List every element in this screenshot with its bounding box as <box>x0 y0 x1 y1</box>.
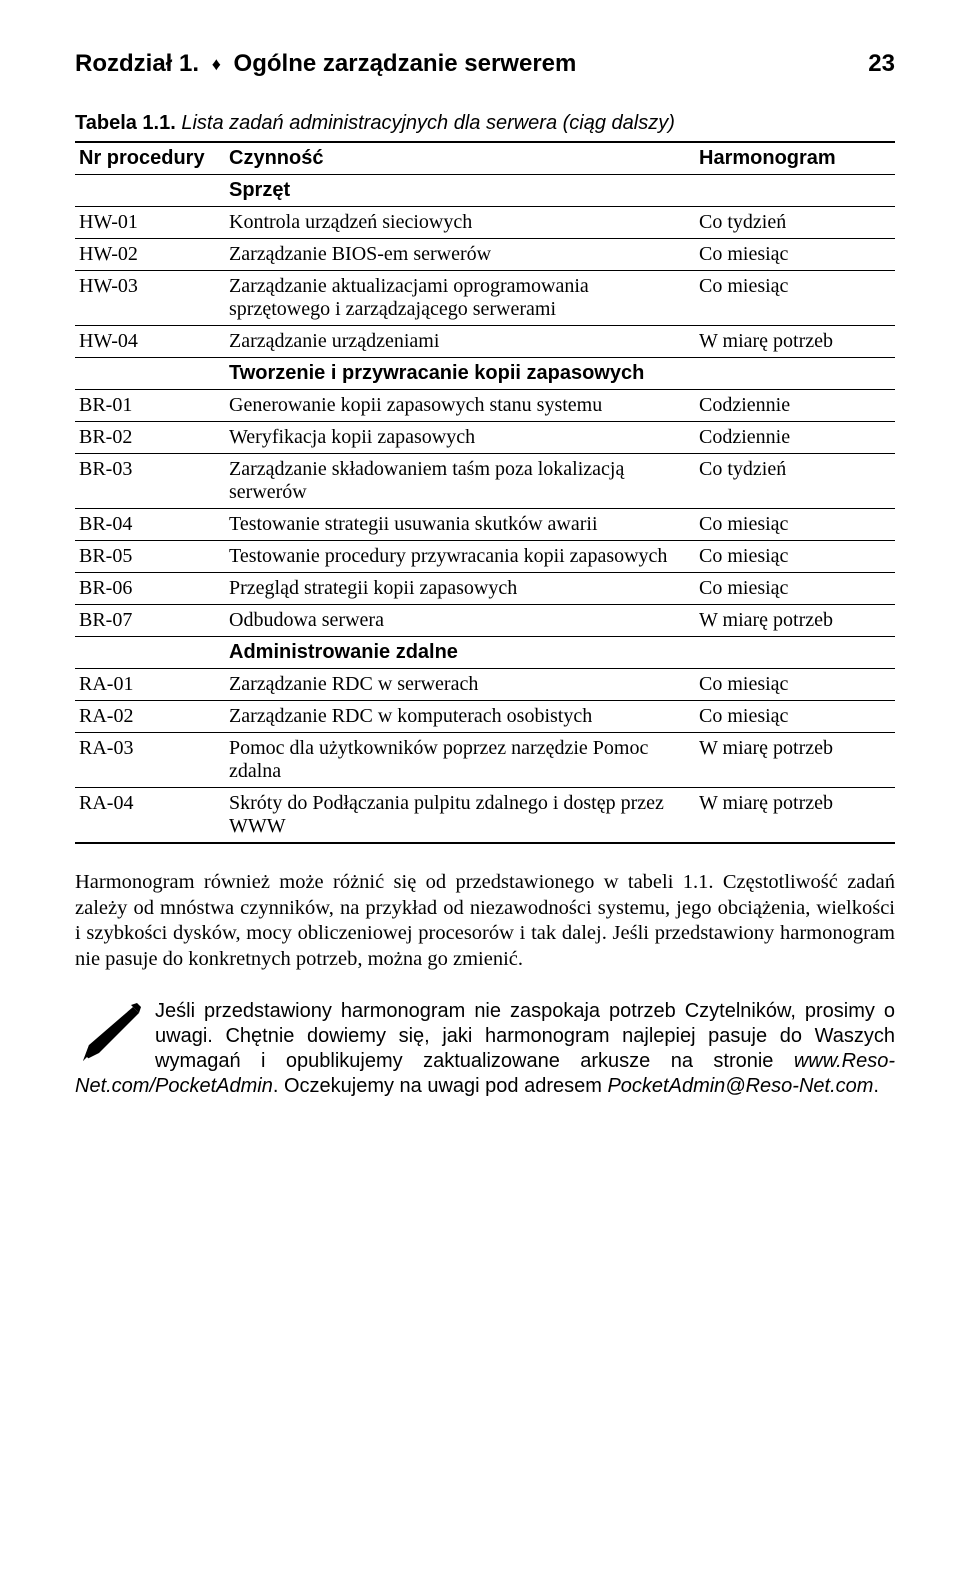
note-text-after: . <box>873 1075 879 1097</box>
page-header: Rozdział 1. ♦ Ogólne zarządzanie serwere… <box>75 50 895 78</box>
chapter-prefix: Rozdział 1. <box>75 50 206 77</box>
cell-nr: BR-07 <box>75 605 225 637</box>
col-harm-header: Harmonogram <box>695 142 895 175</box>
note-block: Jeśli przedstawiony harmonogram nie zasp… <box>75 999 895 1099</box>
section-header-row: Tworzenie i przywracanie kopii zapasowyc… <box>75 358 895 390</box>
cell-nr: BR-04 <box>75 509 225 541</box>
section-empty-cell <box>75 637 225 669</box>
note-link-2: PocketAdmin@Reso-Net.com <box>607 1075 873 1097</box>
col-nr-header: Nr procedury <box>75 142 225 175</box>
table-row: BR-06Przegląd strategii kopii zapasowych… <box>75 573 895 605</box>
section-empty-cell <box>75 175 225 207</box>
cell-czynnosc: Testowanie strategii usuwania skutków aw… <box>225 509 695 541</box>
cell-czynnosc: Przegląd strategii kopii zapasowych <box>225 573 695 605</box>
table-header-row: Nr procedury Czynność Harmonogram <box>75 142 895 175</box>
cell-harmonogram: Co miesiąc <box>695 509 895 541</box>
cell-nr: BR-06 <box>75 573 225 605</box>
cell-nr: BR-03 <box>75 454 225 509</box>
cell-harmonogram: W miarę potrzeb <box>695 605 895 637</box>
table-row: HW-02Zarządzanie BIOS-em serwerówCo mies… <box>75 239 895 271</box>
cell-harmonogram: W miarę potrzeb <box>695 326 895 358</box>
cell-czynnosc: Zarządzanie RDC w komputerach osobistych <box>225 701 695 733</box>
cell-nr: RA-03 <box>75 733 225 788</box>
procedures-table: Nr procedury Czynność Harmonogram Sprzęt… <box>75 141 895 844</box>
cell-nr: BR-05 <box>75 541 225 573</box>
section-empty-cell <box>695 175 895 207</box>
note-text-before: Jeśli przedstawiony harmonogram nie zasp… <box>155 1000 895 1072</box>
chapter-title: Rozdział 1. ♦ Ogólne zarządzanie serwere… <box>75 50 576 78</box>
cell-harmonogram: Co miesiąc <box>695 669 895 701</box>
chapter-subject: Ogólne zarządzanie serwerem <box>234 50 577 77</box>
page-number: 23 <box>868 50 895 78</box>
section-empty-cell <box>75 358 225 390</box>
section-title: Sprzęt <box>225 175 695 207</box>
table-row: RA-03Pomoc dla użytkowników poprzez narz… <box>75 733 895 788</box>
cell-czynnosc: Skróty do Podłączania pulpitu zdalnego i… <box>225 788 695 844</box>
cell-czynnosc: Zarządzanie składowaniem taśm poza lokal… <box>225 454 695 509</box>
section-empty-cell <box>695 358 895 390</box>
table-row: BR-07Odbudowa serweraW miarę potrzeb <box>75 605 895 637</box>
cell-czynnosc: Pomoc dla użytkowników poprzez narzędzie… <box>225 733 695 788</box>
cell-harmonogram: Co miesiąc <box>695 701 895 733</box>
cell-nr: HW-04 <box>75 326 225 358</box>
diamond-icon: ♦ <box>212 54 221 74</box>
cell-harmonogram: Codziennie <box>695 422 895 454</box>
col-czynnosc-header: Czynność <box>225 142 695 175</box>
note-text-between: . Oczekujemy na uwagi pod adresem <box>273 1075 608 1097</box>
table-row: BR-02Weryfikacja kopii zapasowychCodzien… <box>75 422 895 454</box>
cell-czynnosc: Zarządzanie RDC w serwerach <box>225 669 695 701</box>
cell-harmonogram: W miarę potrzeb <box>695 733 895 788</box>
table-row: BR-04Testowanie strategii usuwania skutk… <box>75 509 895 541</box>
section-title: Tworzenie i przywracanie kopii zapasowyc… <box>225 358 695 390</box>
cell-harmonogram: Co miesiąc <box>695 541 895 573</box>
cell-harmonogram: Co miesiąc <box>695 239 895 271</box>
section-title: Administrowanie zdalne <box>225 637 695 669</box>
cell-czynnosc: Zarządzanie urządzeniami <box>225 326 695 358</box>
table-row: BR-03Zarządzanie składowaniem taśm poza … <box>75 454 895 509</box>
cell-czynnosc: Testowanie procedury przywracania kopii … <box>225 541 695 573</box>
cell-harmonogram: W miarę potrzeb <box>695 788 895 844</box>
cell-czynnosc: Odbudowa serwera <box>225 605 695 637</box>
table-row: HW-01Kontrola urządzeń sieciowychCo tydz… <box>75 207 895 239</box>
table-title: Lista zadań administracyjnych dla serwer… <box>176 112 675 134</box>
cell-czynnosc: Kontrola urządzeń sieciowych <box>225 207 695 239</box>
cell-nr: HW-03 <box>75 271 225 326</box>
table-row: RA-04Skróty do Podłączania pulpitu zdaln… <box>75 788 895 844</box>
table-number: Tabela 1.1. <box>75 112 176 134</box>
cell-nr: RA-01 <box>75 669 225 701</box>
cell-czynnosc: Zarządzanie aktualizacjami oprogramowani… <box>225 271 695 326</box>
cell-harmonogram: Co tydzień <box>695 207 895 239</box>
cell-czynnosc: Weryfikacja kopii zapasowych <box>225 422 695 454</box>
cell-nr: BR-02 <box>75 422 225 454</box>
pencil-icon <box>75 1001 145 1065</box>
section-header-row: Sprzęt <box>75 175 895 207</box>
table-row: BR-01Generowanie kopii zapasowych stanu … <box>75 390 895 422</box>
cell-nr: RA-02 <box>75 701 225 733</box>
cell-harmonogram: Codziennie <box>695 390 895 422</box>
cell-harmonogram: Co miesiąc <box>695 271 895 326</box>
table-row: RA-02Zarządzanie RDC w komputerach osobi… <box>75 701 895 733</box>
cell-nr: BR-01 <box>75 390 225 422</box>
table-row: HW-03Zarządzanie aktualizacjami oprogram… <box>75 271 895 326</box>
cell-nr: HW-01 <box>75 207 225 239</box>
cell-nr: RA-04 <box>75 788 225 844</box>
cell-czynnosc: Generowanie kopii zapasowych stanu syste… <box>225 390 695 422</box>
cell-czynnosc: Zarządzanie BIOS-em serwerów <box>225 239 695 271</box>
section-empty-cell <box>695 637 895 669</box>
table-row: RA-01Zarządzanie RDC w serwerachCo miesi… <box>75 669 895 701</box>
table-caption: Tabela 1.1. Lista zadań administracyjnyc… <box>75 112 895 135</box>
body-paragraph: Harmonogram również może różnić się od p… <box>75 870 895 973</box>
cell-harmonogram: Co miesiąc <box>695 573 895 605</box>
cell-harmonogram: Co tydzień <box>695 454 895 509</box>
table-row: HW-04Zarządzanie urządzeniamiW miarę pot… <box>75 326 895 358</box>
section-header-row: Administrowanie zdalne <box>75 637 895 669</box>
document-page: Rozdział 1. ♦ Ogólne zarządzanie serwere… <box>0 0 960 1571</box>
cell-nr: HW-02 <box>75 239 225 271</box>
table-row: BR-05Testowanie procedury przywracania k… <box>75 541 895 573</box>
